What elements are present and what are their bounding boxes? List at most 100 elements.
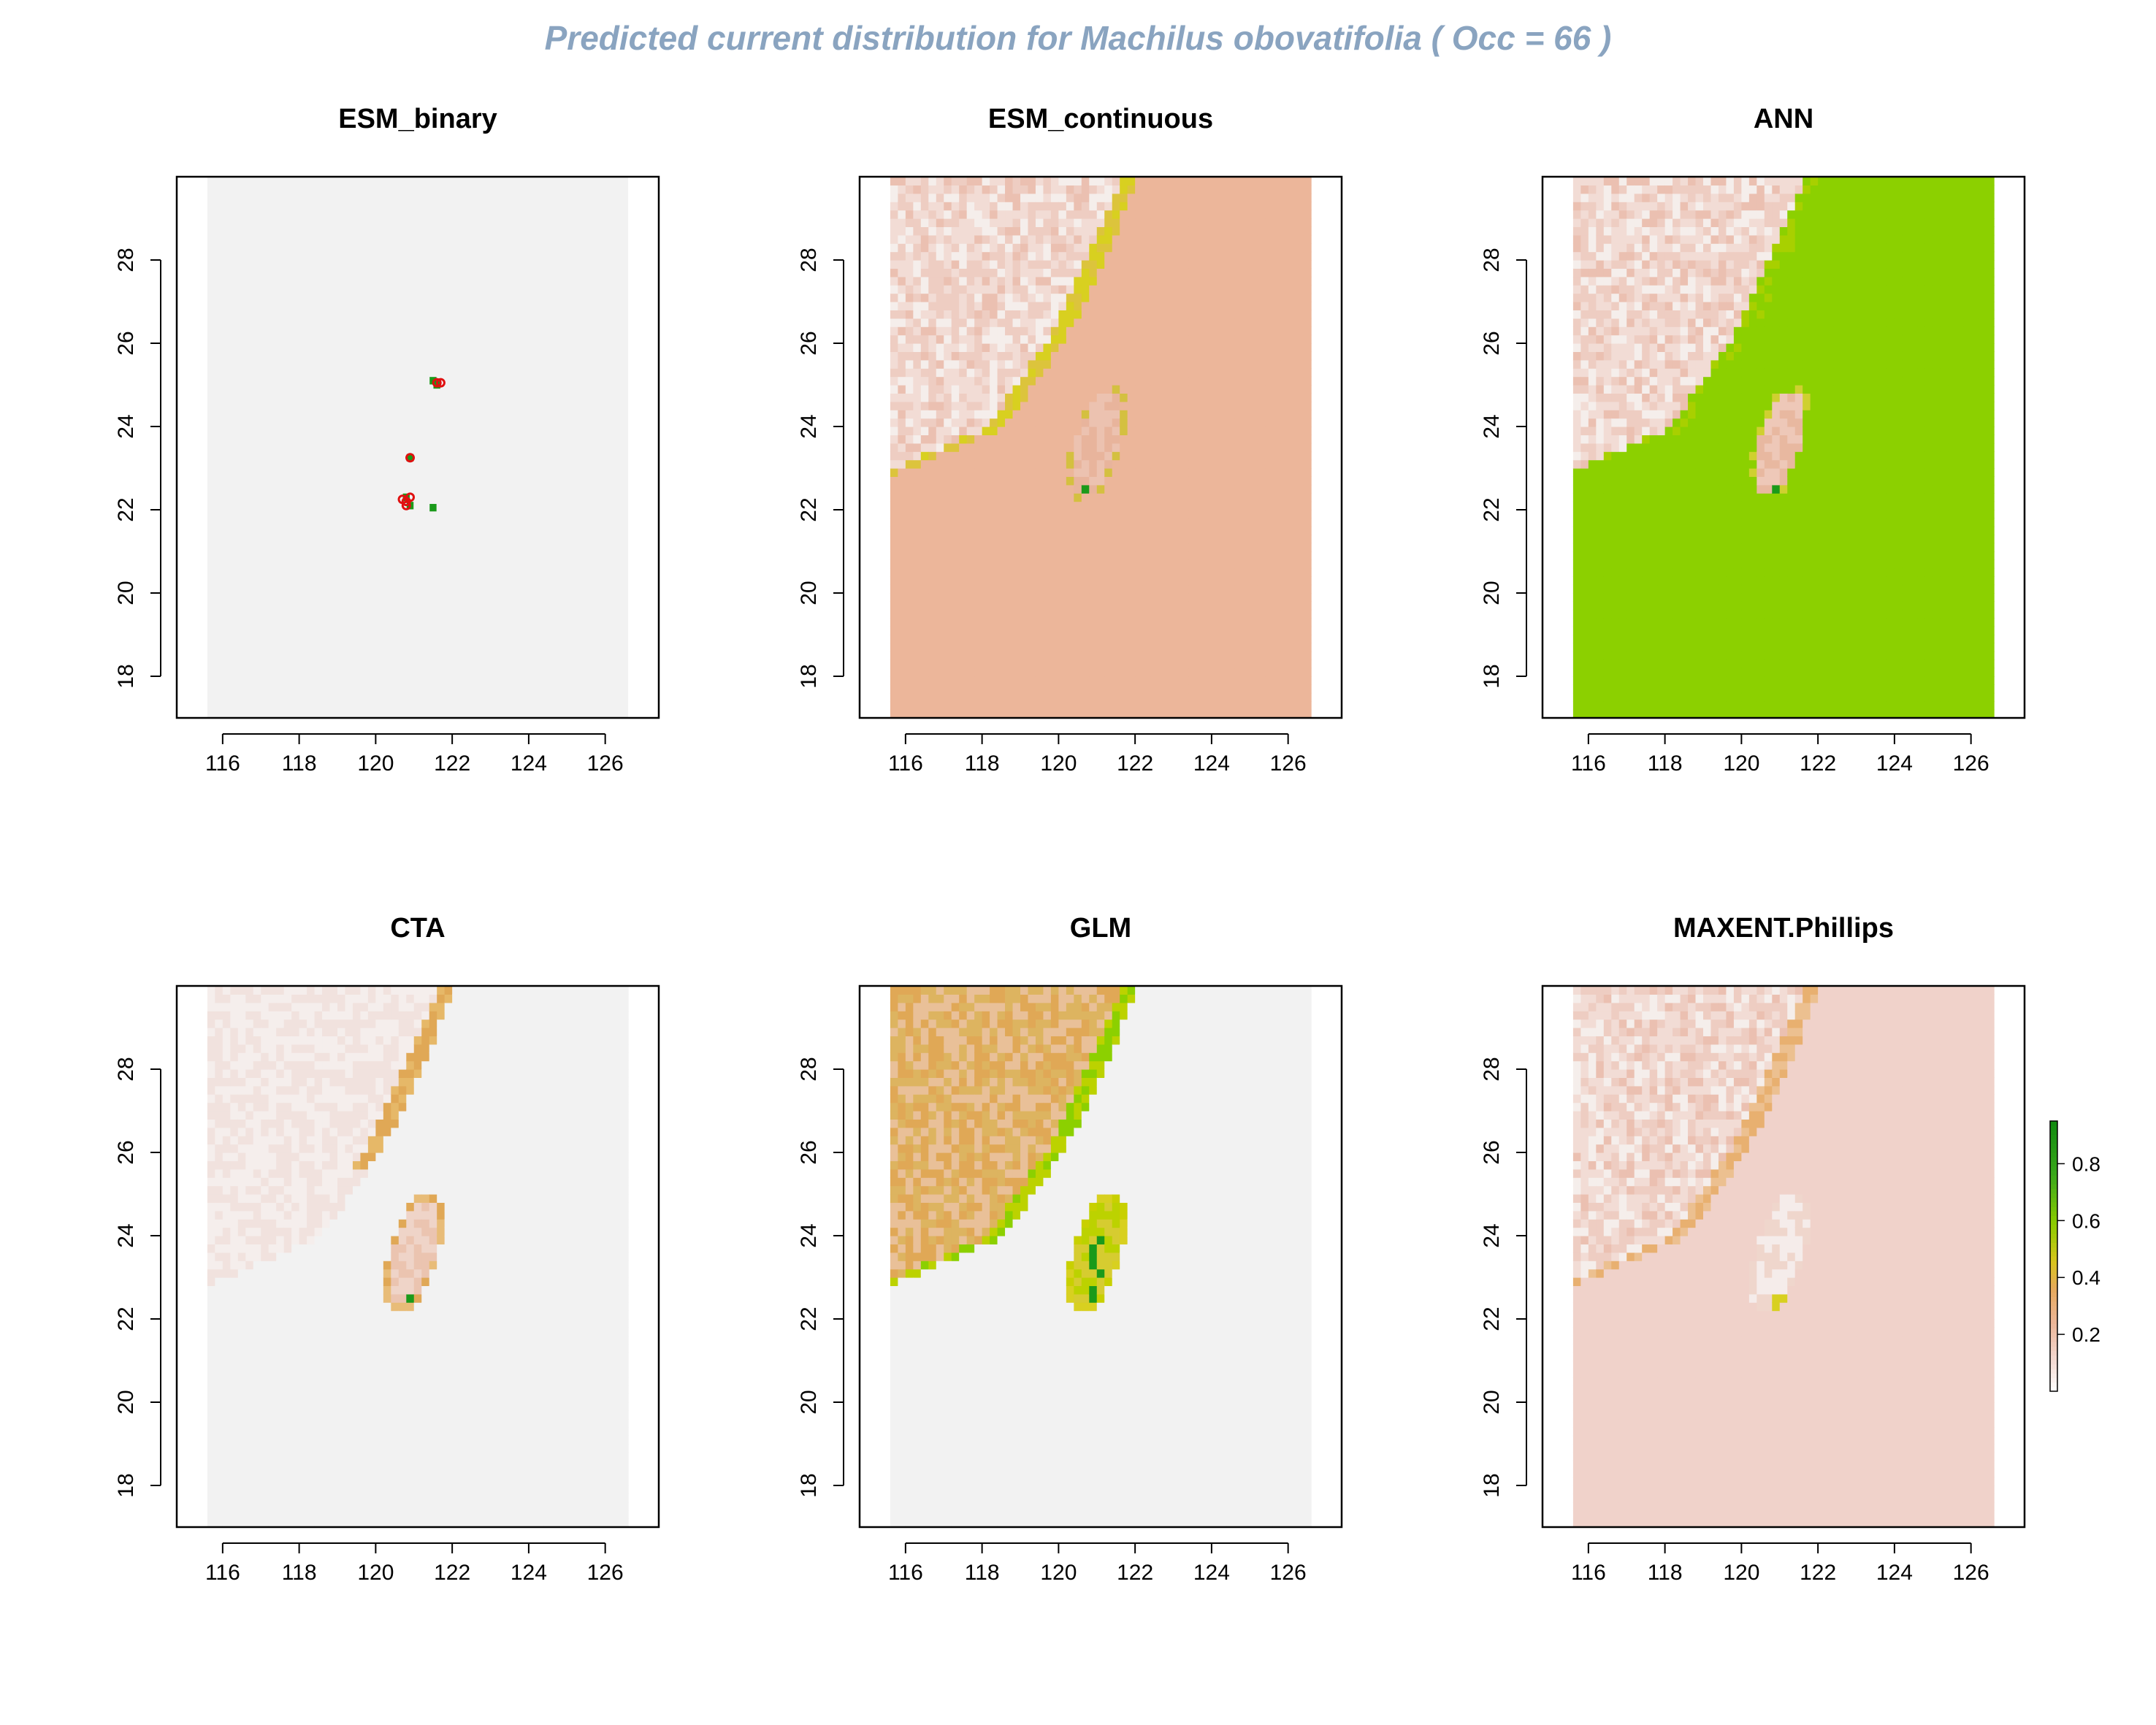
x-tick-label: 120 xyxy=(357,1561,394,1585)
y-tick-label: 20 xyxy=(1480,1390,1504,1414)
raster xyxy=(1572,986,1995,1528)
raster xyxy=(207,177,629,718)
x-tick-label: 120 xyxy=(1040,751,1077,776)
x-tick-label: 122 xyxy=(1117,1561,1153,1585)
y-tick-label: 28 xyxy=(1480,248,1504,272)
x-tick-label: 124 xyxy=(1876,751,1913,776)
panel-ESM_binary: ESM_binary 116 118 120 122 124 126 18 20 22 24 26 28 xyxy=(114,104,660,776)
x-tick-label: 120 xyxy=(1040,1561,1077,1585)
y-tick-label: 26 xyxy=(797,1140,821,1164)
x-tick-label: 122 xyxy=(1117,751,1153,776)
y-tick-label: 22 xyxy=(797,497,821,521)
y-tick-label: 20 xyxy=(114,1390,138,1414)
legend-frame xyxy=(2049,1120,2058,1392)
y-axis: 18 20 22 24 26 28 xyxy=(114,1057,161,1498)
x-tick-label: 118 xyxy=(965,751,1000,776)
x-tick-label: 116 xyxy=(1571,1561,1606,1585)
x-tick-label: 122 xyxy=(434,1561,470,1585)
y-tick-label: 22 xyxy=(797,1307,821,1331)
color-legend: 0.2 0.4 0.6 0.8 xyxy=(2049,1120,2100,1392)
x-tick-label: 116 xyxy=(888,1561,923,1585)
y-tick-label: 26 xyxy=(1480,1140,1504,1164)
panel-GLM: GLM 116 118 120 122 124 126 18 20 22 24 26 28 xyxy=(797,913,1343,1585)
plot-frame xyxy=(175,984,660,1529)
legend-tick-label: 0.4 xyxy=(2072,1266,2100,1289)
x-tick-label: 120 xyxy=(357,751,394,776)
y-tick-label: 18 xyxy=(114,1473,138,1497)
presence-cell xyxy=(429,504,437,512)
raster xyxy=(890,177,1312,719)
y-tick-label: 22 xyxy=(114,1307,138,1331)
x-tick-label: 126 xyxy=(1270,1561,1307,1585)
panel-CTA: CTA 116 118 120 122 124 126 18 20 22 24 26 28 xyxy=(114,913,660,1585)
x-tick-label: 126 xyxy=(1953,751,1989,776)
y-axis: 18 20 22 24 26 28 xyxy=(797,1057,844,1498)
x-tick-label: 118 xyxy=(282,1561,317,1585)
x-axis: 116 118 120 122 124 126 xyxy=(888,733,1307,776)
occurrence-point xyxy=(405,453,416,463)
y-tick-label: 28 xyxy=(114,248,138,272)
figure-title: Predicted current distribution for Machi… xyxy=(545,19,1612,57)
y-tick-label: 28 xyxy=(1480,1057,1504,1081)
x-tick-label: 126 xyxy=(587,1561,624,1585)
y-tick-label: 24 xyxy=(797,1223,821,1247)
occurrence-point xyxy=(401,500,411,510)
x-axis: 116 118 120 122 124 126 xyxy=(205,1542,624,1585)
y-tick-label: 26 xyxy=(1480,331,1504,355)
panel-title: ESM_binary xyxy=(338,104,497,134)
x-tick-label: 124 xyxy=(511,1561,547,1585)
x-tick-label: 124 xyxy=(511,751,547,776)
y-tick-label: 18 xyxy=(1480,1473,1504,1497)
y-axis: 18 20 22 24 26 28 xyxy=(1480,1057,1527,1498)
x-tick-label: 124 xyxy=(1193,1561,1230,1585)
x-tick-label: 122 xyxy=(434,751,470,776)
x-tick-label: 116 xyxy=(205,1561,240,1585)
raster xyxy=(207,986,629,1528)
y-tick-label: 24 xyxy=(797,414,821,438)
plot-frame xyxy=(175,175,660,719)
x-tick-label: 126 xyxy=(1270,751,1307,776)
y-tick-label: 20 xyxy=(1480,581,1504,605)
y-tick-label: 22 xyxy=(114,497,138,521)
y-tick-label: 20 xyxy=(114,581,138,605)
x-tick-label: 122 xyxy=(1800,751,1836,776)
y-tick-label: 28 xyxy=(797,248,821,272)
y-axis: 18 20 22 24 26 28 xyxy=(1480,248,1527,689)
x-tick-label: 118 xyxy=(1648,751,1683,776)
x-tick-label: 118 xyxy=(1648,1561,1683,1585)
plot-frame xyxy=(1541,984,2026,1529)
y-tick-label: 18 xyxy=(797,664,821,688)
presence-cell xyxy=(406,454,414,462)
panel-title: MAXENT.Phillips xyxy=(1673,913,1894,944)
raster xyxy=(1572,177,1995,719)
y-tick-label: 18 xyxy=(114,664,138,688)
x-tick-label: 120 xyxy=(1723,1561,1759,1585)
y-tick-label: 24 xyxy=(114,1223,138,1247)
x-tick-label: 118 xyxy=(282,751,317,776)
x-axis: 116 118 120 122 124 126 xyxy=(205,733,624,776)
x-tick-label: 122 xyxy=(1800,1561,1836,1585)
y-tick-label: 22 xyxy=(1480,497,1504,521)
panel-ESM_continuous: ESM_continuous 116 118 120 122 124 126 18 20 22 24… xyxy=(797,104,1343,776)
occurrence-point xyxy=(435,378,446,388)
y-tick-label: 18 xyxy=(1480,664,1504,688)
raster xyxy=(890,986,1312,1528)
legend-tick-label: 0.2 xyxy=(2072,1323,2100,1346)
x-axis: 116 118 120 122 124 126 xyxy=(1571,1542,1989,1585)
y-tick-label: 28 xyxy=(797,1057,821,1081)
legend-tick-label: 0.8 xyxy=(2072,1152,2100,1175)
plot-frame xyxy=(1541,175,2026,719)
x-tick-label: 120 xyxy=(1723,751,1759,776)
occurrence-point xyxy=(405,492,416,502)
y-axis: 18 20 22 24 26 28 xyxy=(114,248,161,689)
panel-title: ESM_continuous xyxy=(988,104,1213,134)
x-tick-label: 118 xyxy=(965,1561,1000,1585)
x-tick-label: 124 xyxy=(1876,1561,1913,1585)
y-tick-label: 26 xyxy=(797,331,821,355)
x-tick-label: 116 xyxy=(1571,751,1606,776)
panel-MAXENT.Phillips: MAXENT.Phillips 116 118 120 122 124 126 18 20 22 2… xyxy=(1480,913,2100,1585)
panel-title: CTA xyxy=(390,913,445,944)
raster-background xyxy=(207,177,629,718)
y-tick-label: 24 xyxy=(1480,1223,1504,1247)
